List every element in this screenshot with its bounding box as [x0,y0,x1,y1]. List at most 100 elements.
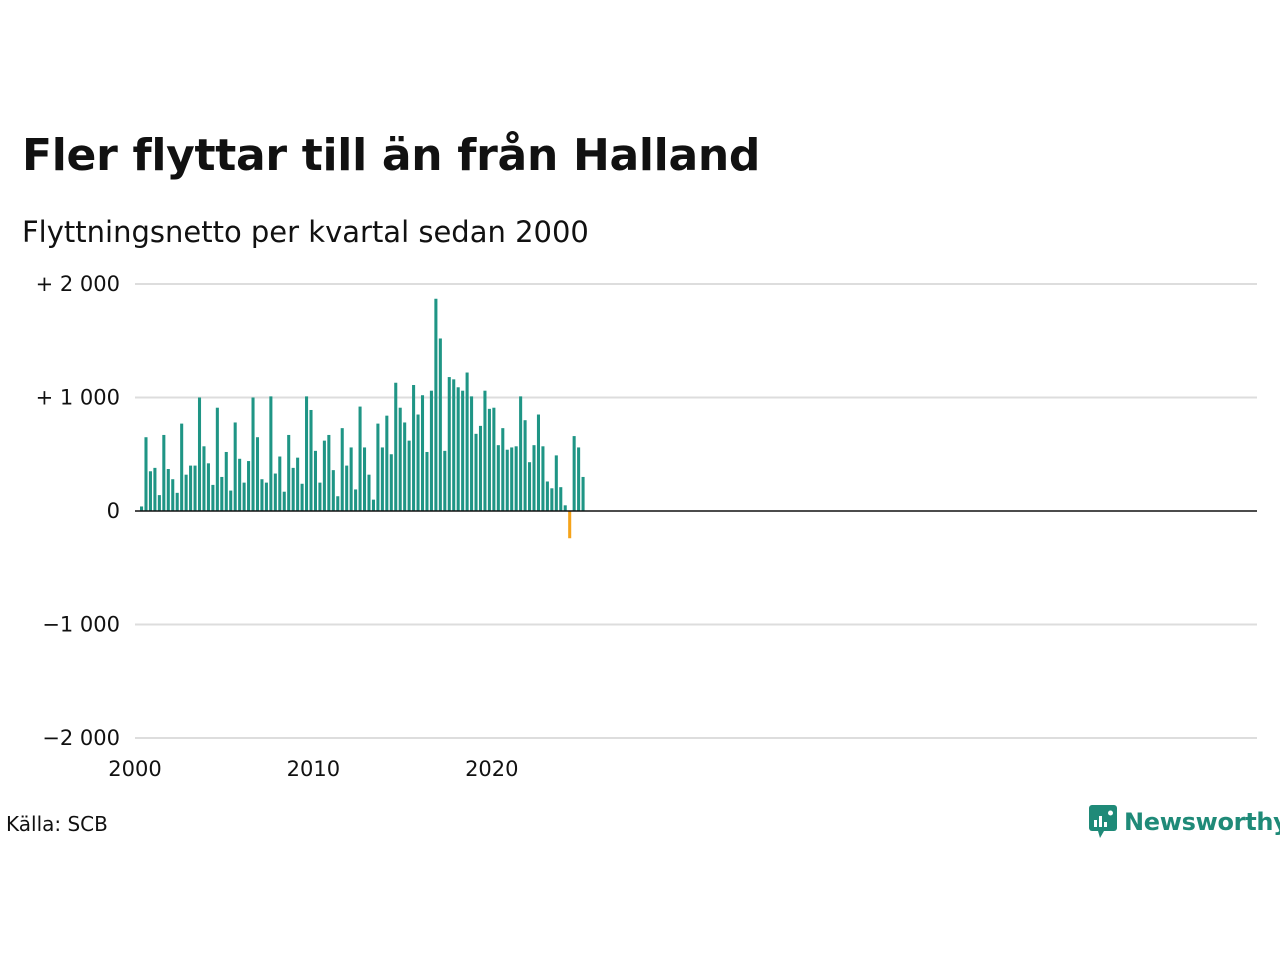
bar [206,463,210,511]
bar [251,397,255,511]
bar [380,447,384,511]
source-note: Källa: SCB [6,812,108,836]
bar [247,461,251,511]
bar [197,397,202,511]
bar [291,467,295,511]
axes: + 2 000 + 1 000 0 −1 000 −2 000 2000 2010 2020 [36,272,1257,781]
bar [215,407,219,511]
bar [478,425,483,511]
bar [153,467,157,511]
bar [563,505,567,511]
y-tick-label: + 1 000 [36,386,120,410]
bar [140,506,144,511]
bar [211,484,215,511]
bar [166,469,170,511]
y-tick-label: + 2 000 [36,272,120,296]
bar [269,396,273,511]
bar [461,390,465,511]
bar [242,482,246,511]
bar [470,396,474,511]
bar [447,377,451,511]
bar [144,437,148,511]
bar [474,433,478,511]
chart-title: Fler flyttar till än från Halland [22,130,761,181]
bar [532,445,536,511]
bar [282,491,286,511]
bar [264,482,268,511]
bar [193,465,197,511]
bar [340,428,344,511]
bar [523,420,527,511]
bar [309,409,313,511]
bar [545,481,549,511]
bar [510,447,514,511]
bar [367,474,371,511]
bar [171,479,175,511]
bar [487,408,491,511]
bar [434,298,438,511]
bar [389,454,393,511]
bar [550,488,554,511]
bar [260,479,264,511]
bar [220,476,224,511]
bar [180,423,184,511]
bar [313,450,317,511]
y-tick-label: −1 000 [42,613,120,637]
bar [492,407,496,511]
gridlines [135,283,1257,739]
chart-subtitle: Flyttningsnetto per kvartal sedan 2000 [22,215,589,249]
bar [336,496,340,511]
y-tick-label: 0 [107,499,120,523]
bar [496,445,500,511]
bar [354,489,358,511]
bar [403,422,407,511]
bar [371,499,375,511]
y-tick-label: −2 000 [42,726,120,750]
bar [331,470,335,511]
bar [412,385,416,511]
bar [536,414,540,511]
bar [189,465,193,511]
bar [175,492,179,511]
bar [394,382,398,511]
bar [438,338,442,511]
bar [501,428,505,511]
bar [581,476,585,511]
bar [305,396,309,511]
bar [572,436,576,511]
bar [568,511,572,539]
bar [528,462,532,511]
bar [157,495,161,511]
bar [465,372,469,511]
bar [318,482,322,511]
bar [287,434,291,511]
bar [429,390,433,511]
bar [456,387,460,511]
bar [358,406,362,511]
bar [162,434,166,511]
bar [420,395,425,511]
bar [296,457,300,511]
bar [407,440,411,511]
bar [278,456,282,511]
bar [148,471,152,511]
bar [327,434,331,511]
bar [202,446,206,511]
bar [184,474,188,511]
bar [443,450,447,511]
x-tick-label: 2010 [287,757,340,781]
bar [519,396,523,511]
brand-name: Newsworthy [1124,808,1280,836]
bar [363,447,367,511]
bar [238,458,242,511]
bar [345,465,349,511]
x-tick-label: 2020 [465,757,518,781]
bar [376,423,380,511]
bar [577,447,581,511]
bar [514,446,518,511]
bar [416,414,420,511]
bar [229,490,233,511]
bar [559,487,563,511]
bar [255,437,260,511]
